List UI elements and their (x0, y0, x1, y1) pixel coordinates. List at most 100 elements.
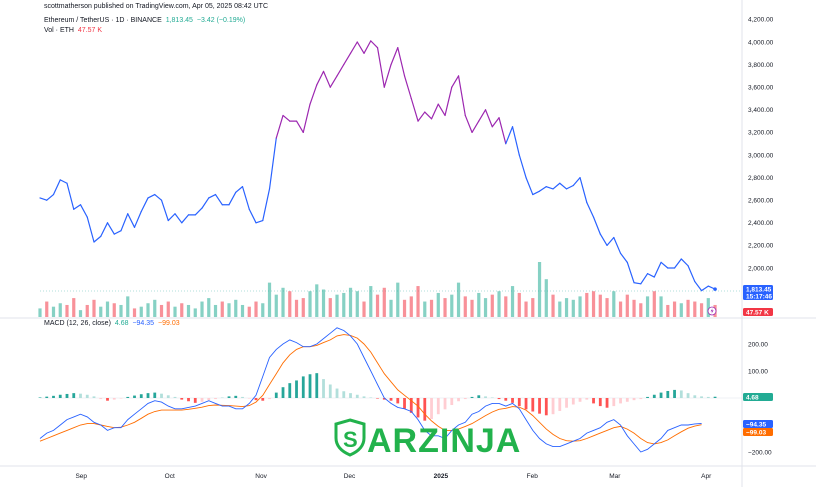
macd-hist-bar (497, 398, 501, 400)
price-segment (208, 193, 217, 199)
macd-hist-bar (45, 396, 49, 398)
volume-bar (362, 301, 366, 317)
price-segment (255, 219, 264, 224)
volume-bar (247, 306, 251, 317)
volume-bar (551, 294, 555, 317)
macd-hist-bar (652, 394, 656, 398)
price-segment (120, 213, 129, 232)
price-segment (140, 197, 149, 213)
macd-hist-bar (187, 398, 190, 402)
macd-hist-bar (639, 398, 643, 400)
volume-bar (166, 301, 170, 317)
price-segment (316, 70, 325, 86)
price-segment (599, 233, 608, 246)
price-axis[interactable]: 4,200.00 4,000.00 3,800.00 3,600.00 3,400.00… (748, 17, 774, 457)
volume-bar (537, 262, 542, 317)
macd-hist-bar (625, 398, 629, 402)
macd-title[interactable]: MACD (12, 26, close) (44, 320, 111, 327)
price-segment (154, 193, 163, 201)
volume-bar (99, 306, 103, 317)
volume-bar (288, 291, 292, 317)
macd-hist-bar (52, 395, 55, 398)
macd-hist-bar (551, 398, 555, 415)
macd-hist-bar (666, 390, 670, 398)
price-segment (687, 265, 696, 283)
volume-bar (578, 296, 582, 317)
volume-bar (78, 310, 83, 317)
flash-icon (707, 306, 717, 316)
macd-hist-bar (632, 398, 636, 401)
volume-bar (477, 292, 481, 317)
macd-hist-bar (234, 395, 238, 398)
price-segment (46, 193, 55, 201)
price-segment (424, 111, 433, 120)
volume-bar (679, 303, 683, 317)
symbol-title[interactable]: Ethereum / TetherUS · 1D · BINANCE (44, 17, 162, 24)
volume-bar (234, 299, 238, 317)
volume-bar (355, 291, 359, 317)
price-segment (518, 154, 527, 179)
price-segment (694, 280, 703, 292)
macd-hist-bar (700, 396, 703, 398)
volume-bar (254, 301, 258, 317)
volume-bar (375, 294, 380, 317)
macd-hist-bar (693, 395, 697, 398)
macd-hist-bar (565, 398, 568, 408)
price-segment (444, 86, 453, 117)
hist-badge-bg (743, 393, 773, 401)
volume-bar (423, 301, 427, 317)
macd-hist-bar (106, 398, 109, 401)
price-segment (525, 177, 534, 196)
volume-bar (294, 299, 299, 317)
watermark-text: ARZINJA (367, 422, 521, 460)
volume-bar (200, 301, 204, 317)
price-segment (397, 47, 406, 77)
price-segment (403, 75, 412, 100)
macd-hist-bar (376, 398, 379, 399)
watermark: S ARZINJA (334, 418, 521, 460)
volume-bar (213, 304, 218, 317)
arzinja-logo-icon: S (334, 418, 366, 457)
price-segment (511, 126, 520, 156)
volume-bar (342, 292, 346, 317)
time-tick-label: Mar (609, 473, 621, 480)
volume-bar (72, 298, 76, 317)
time-axis[interactable]: Sep Oct Nov Dec 2025 Feb Mar Apr (75, 473, 712, 480)
volume-bar (159, 304, 164, 317)
price-segment (505, 126, 514, 145)
price-segment (538, 186, 547, 192)
volume-bar (659, 296, 663, 317)
macd-hist-bar (139, 394, 143, 398)
volume-bar (429, 299, 434, 317)
macd-hist-bar (65, 393, 69, 398)
price-segment (66, 182, 75, 210)
volume-bar (666, 304, 670, 317)
macd-hist-bar (146, 393, 150, 398)
macd-hist-bar (173, 396, 177, 398)
macd-hist-bar (484, 396, 487, 398)
macd-hist-bar (119, 398, 123, 399)
price-segment (619, 252, 628, 263)
volume-bar (335, 294, 339, 317)
macd-hist-bar (180, 398, 184, 400)
macd-hist-bar (85, 394, 89, 398)
macd-hist-bar (38, 397, 42, 398)
macd-hist-bar (477, 395, 481, 398)
macd-hist-bar (214, 398, 217, 400)
volume-bars (38, 262, 717, 317)
volume-title[interactable]: Vol · ETH (44, 27, 74, 34)
volume-bar (301, 298, 305, 317)
macd-tick-label: 200.00 (748, 341, 768, 348)
volume-bar (58, 303, 62, 317)
macd-hist-bar (490, 397, 494, 398)
price-tick-label: 2,400.00 (748, 220, 774, 227)
volume-bar (261, 303, 265, 317)
macd-hist-bar (436, 398, 440, 415)
macd-hist-bar (58, 394, 62, 398)
volume-bar (369, 286, 373, 317)
macd-hist-bar (166, 395, 170, 398)
price-segment (579, 177, 588, 204)
volume-bar (443, 298, 447, 317)
macd-hist-bar (504, 398, 508, 401)
